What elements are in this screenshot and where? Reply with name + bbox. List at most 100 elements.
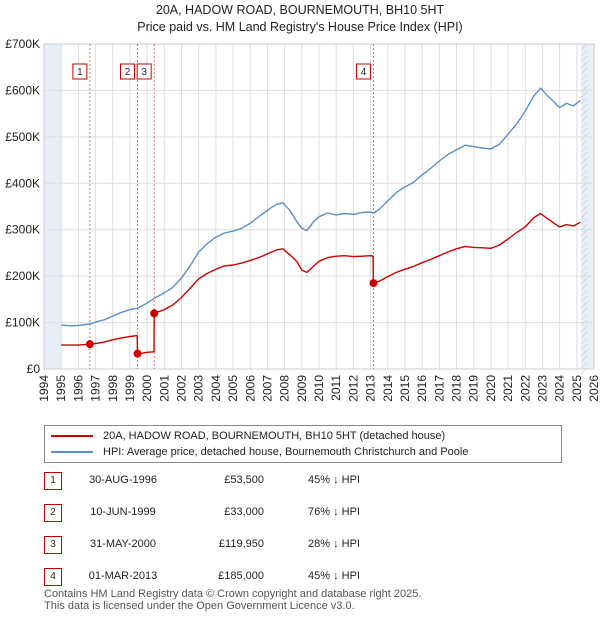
x-tick-label: 2006	[243, 375, 257, 402]
hatch-line	[580, 61, 588, 69]
title-address: 20A, HADOW ROAD, BOURNEMOUTH, BH10 5HT	[155, 3, 445, 17]
sale-price: £185,000	[218, 570, 264, 582]
sale-marker-label: 4	[361, 67, 367, 78]
x-tick-label: 2026	[587, 375, 600, 402]
sale-marker-box	[136, 63, 152, 80]
y-tick-label: £500K	[5, 130, 40, 144]
sale-point	[369, 279, 378, 288]
hatch-line	[580, 295, 588, 303]
hatch-line	[580, 73, 588, 81]
x-tick-label: 2024	[553, 375, 567, 402]
sale-date: 30-AUG-1996	[89, 474, 157, 486]
footer-line-2: This data is licensed under the Open Gov…	[44, 600, 355, 612]
hatch-line	[580, 193, 588, 201]
sale-date: 01-MAR-2013	[88, 570, 158, 582]
y-tick-label: £300K	[5, 223, 40, 237]
x-tick-label: 2012	[346, 375, 360, 402]
sale-marker-box	[355, 63, 371, 80]
sale-marker-box	[72, 63, 88, 80]
x-tick-label: 1997	[89, 375, 103, 402]
shaded-region	[44, 44, 62, 369]
hatch-line	[580, 109, 588, 117]
hatch-line	[580, 121, 588, 129]
hatch-line	[580, 259, 588, 267]
x-tick-label: 2009	[295, 375, 309, 402]
footer-line-1: Contains HM Land Registry data © Crown c…	[44, 588, 422, 600]
hatch-line	[580, 277, 588, 285]
hatch-line	[580, 313, 588, 321]
x-tick-label: 2010	[312, 375, 326, 402]
sale-marker-box	[120, 63, 135, 80]
legend-swatch-price	[51, 435, 93, 437]
x-tick-label: 1994	[37, 375, 51, 402]
x-tick-label: 2005	[226, 375, 240, 402]
hatch-line	[580, 301, 588, 309]
sale-hpi-diff: 28% ↓ HPI	[308, 538, 360, 550]
x-tick-label: 1995	[54, 375, 68, 402]
x-tick-label: 2013	[364, 375, 378, 402]
hatch-line	[580, 265, 588, 273]
hatch-line	[580, 235, 588, 243]
legend-item-price: 20A, HADOW ROAD, BOURNEMOUTH, BH10 5HT (…	[51, 428, 445, 444]
y-tick-label: £700K	[5, 37, 40, 51]
legend: 20A, HADOW ROAD, BOURNEMOUTH, BH10 5HT (…	[44, 425, 562, 463]
hatch-line	[580, 271, 588, 279]
x-tick-label: 2025	[570, 375, 584, 402]
sale-marker-label: 3	[141, 67, 147, 78]
y-tick-label: £200K	[5, 269, 40, 283]
x-tick-label: 2002	[175, 375, 189, 402]
x-axis-ticks: 1994 1995 1996 1997 1998 1999 2000 2001 2002 2003…	[37, 375, 600, 402]
hatch-line	[580, 289, 588, 297]
hatch-line	[580, 169, 588, 177]
hpi-series-line	[61, 87, 581, 327]
shaded-region	[581, 44, 594, 369]
copyright-footer: Contains HM Land Registry data © Crown c…	[44, 588, 421, 612]
y-tick-label: £0	[27, 362, 41, 376]
sales-row: 2 10-JUN-1999 £33,000 76% ↓ HPI	[44, 504, 560, 524]
x-tick-label: 2023	[535, 375, 549, 402]
legend-item-hpi: HPI: Average price, detached house, Bour…	[51, 444, 468, 460]
sales-row: 4 01-MAR-2013 £185,000 45% ↓ HPI	[44, 568, 560, 588]
legend-swatch-hpi	[51, 451, 93, 453]
price-series-line	[61, 212, 581, 355]
hatch-line	[580, 55, 588, 63]
sale-number-badge: 2	[44, 504, 62, 522]
hatch-line	[580, 85, 588, 93]
hatch-line	[580, 163, 588, 171]
hatch-line	[580, 127, 588, 135]
hatch-line	[580, 337, 588, 345]
y-tick-label: £100K	[5, 316, 40, 330]
x-tick-label: 2020	[484, 375, 498, 402]
hatch-line	[580, 241, 588, 249]
hatch-line	[580, 229, 588, 237]
hatch-line	[580, 151, 588, 159]
sale-date: 10-JUN-1999	[90, 506, 156, 518]
x-tick-label: 2019	[467, 375, 481, 402]
sale-hpi-diff: 76% ↓ HPI	[308, 506, 360, 518]
legend-label-hpi: HPI: Average price, detached house, Bour…	[103, 446, 469, 458]
sale-hpi-diff: 45% ↓ HPI	[308, 474, 360, 486]
shaded-regions	[44, 43, 594, 375]
legend-label-price: 20A, HADOW ROAD, BOURNEMOUTH, BH10 5HT (…	[103, 430, 446, 442]
chart-title: 20A, HADOW ROAD, BOURNEMOUTH, BH10 5HT P…	[0, 2, 600, 36]
sales-row: 1 30-AUG-1996 £53,500 45% ↓ HPI	[44, 472, 560, 492]
x-tick-label: 2022	[518, 375, 532, 402]
x-tick-label: 2001	[157, 375, 171, 402]
x-tick-label: 2021	[501, 375, 515, 402]
hatch-line	[580, 187, 588, 195]
sale-number-badge: 4	[44, 568, 62, 586]
sale-point	[133, 349, 142, 358]
hatch-line	[580, 325, 588, 333]
hatch-line	[580, 247, 588, 255]
hatch-line	[580, 331, 588, 339]
y-tick-label: £400K	[5, 176, 40, 190]
hatch-line	[580, 145, 588, 153]
sale-price: £53,500	[224, 474, 264, 486]
x-tick-label: 2018	[450, 375, 464, 402]
x-tick-label: 2011	[329, 375, 343, 401]
sale-number-badge: 3	[44, 536, 62, 554]
hatch-line	[580, 103, 588, 111]
hatch-line	[580, 43, 588, 51]
